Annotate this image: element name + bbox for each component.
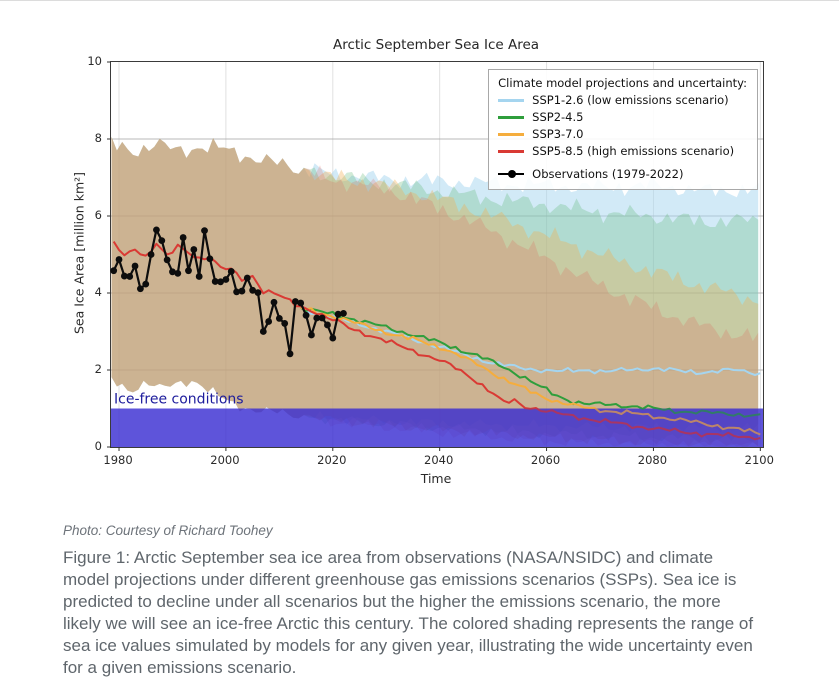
sea-ice-chart-figure: Arctic September Sea Ice Area Ice-free c…	[63, 9, 808, 509]
y-tick-label: 2	[94, 362, 102, 376]
y-tick-label: 6	[94, 208, 102, 222]
ssp1-26-line-swatch-icon	[498, 98, 525, 102]
legend-title: Climate model projections and uncertaint…	[498, 76, 747, 90]
legend-item-ssp5-85: SSP5-8.5 (high emissions scenario)	[498, 144, 747, 158]
legend-item-ssp1-26: SSP1-2.6 (low emissions scenario)	[498, 93, 747, 107]
legend-item-ssp2-45: SSP2-4.5	[498, 110, 747, 124]
x-tick-label: 2040	[424, 453, 454, 467]
legend-label: SSP3-7.0	[532, 127, 584, 141]
y-axis-label: Sea Ice Area [million km²]	[71, 171, 87, 335]
caption-block: Photo: Courtesy of Richard Toohey Figure…	[63, 523, 763, 679]
legend-label: SSP2-4.5	[532, 110, 584, 124]
x-tick-label: 2100	[744, 453, 774, 467]
legend-label: Observations (1979-2022)	[532, 167, 684, 181]
x-tick-label: 1980	[103, 453, 133, 467]
legend-label: SSP5-8.5 (high emissions scenario)	[532, 144, 735, 158]
ssp3-70-line-swatch-icon	[498, 132, 525, 136]
x-tick-label: 2000	[210, 453, 240, 467]
x-tick-label: 2080	[637, 453, 668, 467]
chart-canvas: Ice-free conditions	[107, 61, 763, 451]
x-axis-label: Time	[420, 471, 452, 486]
observations-line-dot-swatch-icon	[498, 170, 525, 179]
legend-label: SSP1-2.6 (low emissions scenario)	[532, 93, 729, 107]
y-tick-label: 8	[94, 131, 102, 145]
legend: Climate model projections and uncertaint…	[488, 69, 758, 190]
ssp5-85-line-swatch-icon	[498, 149, 525, 153]
legend-item-ssp3-70: SSP3-7.0	[498, 127, 747, 141]
ice-free-conditions-label: Ice-free conditions	[114, 392, 244, 408]
y-tick-label: 0	[94, 439, 102, 453]
ssp2-45-line-swatch-icon	[498, 115, 525, 119]
x-tick-label: 2060	[530, 453, 561, 467]
chart-title: Arctic September Sea Ice Area	[332, 37, 540, 53]
y-tick-label: 10	[87, 54, 102, 68]
x-tick-label: 2020	[317, 453, 347, 467]
legend-item-observations: Observations (1979-2022)	[498, 167, 747, 181]
y-tick-label: 4	[94, 285, 102, 299]
figure-caption-text: Figure 1: Arctic September sea ice area …	[63, 548, 754, 677]
photo-credit: Photo: Courtesy of Richard Toohey	[63, 523, 273, 538]
plot-area: Ice-free conditions Climate model projec…	[107, 61, 764, 451]
